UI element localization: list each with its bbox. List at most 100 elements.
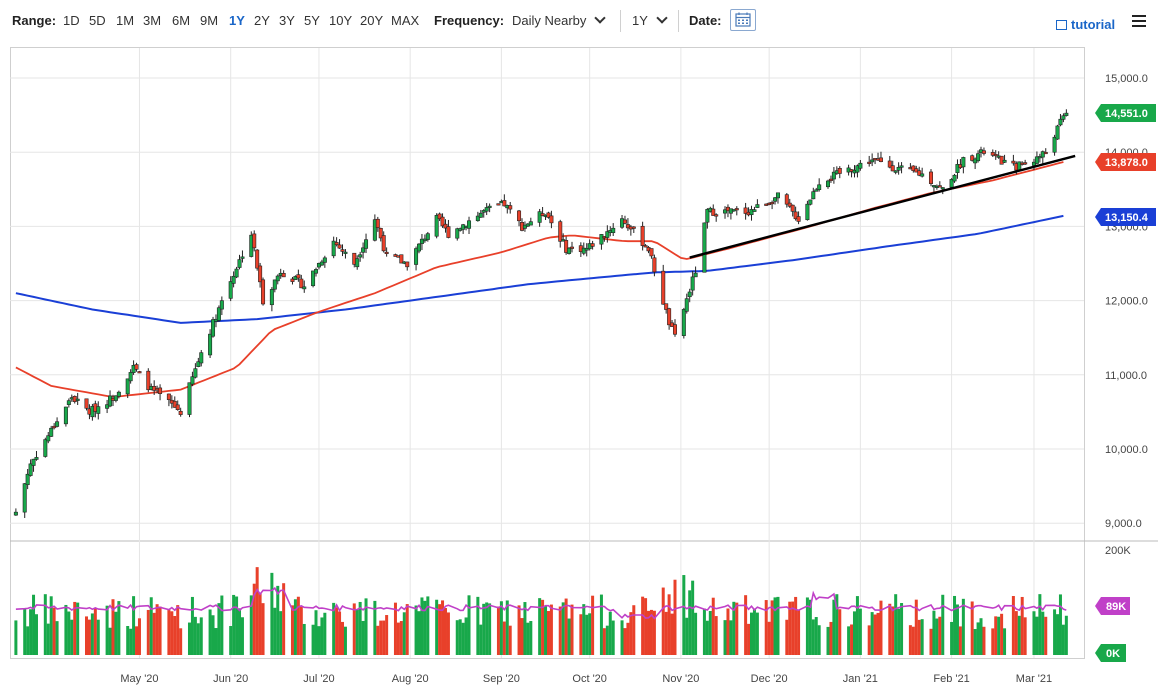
range-max[interactable]: MAX xyxy=(391,13,420,28)
volume-bar xyxy=(582,604,586,655)
range-1y[interactable]: 1Y xyxy=(229,13,245,28)
volume-bar xyxy=(199,617,203,655)
volume-bar xyxy=(520,618,524,655)
candle-body xyxy=(687,291,692,298)
candle-body xyxy=(290,278,295,282)
volume-bar xyxy=(747,623,751,655)
range-2y[interactable]: 2Y xyxy=(254,13,270,28)
range-20y[interactable]: 20Y xyxy=(360,13,384,28)
candle-body xyxy=(364,239,369,249)
candle-body xyxy=(522,224,527,229)
candle-body xyxy=(384,251,389,255)
volume-zero-badge: 0K xyxy=(1095,644,1126,662)
candle-body xyxy=(896,166,901,171)
tutorial-link[interactable]: tutorial xyxy=(1056,17,1115,32)
volume-bar xyxy=(379,620,383,655)
candle-body xyxy=(302,286,307,290)
candle-body xyxy=(684,298,689,312)
volume-bar xyxy=(249,595,253,655)
period-select[interactable]: 1Y xyxy=(632,12,668,28)
volume-bar xyxy=(167,609,171,655)
volume-bar xyxy=(382,620,386,655)
volume-bar xyxy=(814,617,818,655)
volume-bar xyxy=(240,617,244,655)
volume-bar xyxy=(496,606,500,655)
candle-body xyxy=(537,211,542,223)
candle-body xyxy=(113,395,118,401)
film-icon xyxy=(1056,20,1067,30)
volume-bar xyxy=(402,612,406,655)
date-axis-tick: Mar '21 xyxy=(1016,673,1052,685)
candle-body xyxy=(1023,162,1028,165)
candle-body xyxy=(419,238,424,244)
candle-body xyxy=(605,231,610,238)
candle-body xyxy=(775,192,780,199)
candle-body xyxy=(773,197,778,202)
range-1m[interactable]: 1M xyxy=(116,13,135,28)
range-10y[interactable]: 10Y xyxy=(329,13,353,28)
candle-body xyxy=(116,391,121,397)
candle-body xyxy=(955,164,960,173)
candle-body xyxy=(134,364,139,370)
volume-bar xyxy=(788,601,792,655)
volume-bar xyxy=(688,590,692,655)
range-1d[interactable]: 1D xyxy=(63,13,80,28)
range-3y[interactable]: 3Y xyxy=(279,13,295,28)
volume-bar xyxy=(196,623,200,655)
volume-bar xyxy=(711,597,715,655)
candle-body xyxy=(66,400,71,405)
volume-bar xyxy=(526,622,530,655)
volume-bar xyxy=(538,598,542,655)
volume-bar xyxy=(187,622,191,655)
volume-bar xyxy=(791,601,795,655)
range-6m[interactable]: 6M xyxy=(172,13,191,28)
candle-body xyxy=(831,171,836,180)
candle-body xyxy=(84,398,89,409)
candle-body xyxy=(858,162,863,169)
candle-body xyxy=(299,278,304,289)
volume-bar xyxy=(299,606,303,655)
period-value: 1Y xyxy=(632,13,648,28)
date-axis-tick: Jan '21 xyxy=(843,673,878,685)
volume-bar xyxy=(87,619,91,655)
volume-bar xyxy=(588,613,592,655)
volume-bar xyxy=(232,594,236,655)
volume-bar xyxy=(776,596,780,655)
candle-body xyxy=(467,220,472,229)
candle-body xyxy=(172,400,177,408)
candle-body xyxy=(681,309,686,336)
volume-bar xyxy=(852,611,856,655)
candle-body xyxy=(272,279,277,290)
candle-body xyxy=(734,208,739,211)
volume-bar xyxy=(970,601,974,655)
calendar-button[interactable] xyxy=(730,9,756,31)
volume-bar xyxy=(620,620,624,655)
hamburger-menu-icon[interactable] xyxy=(1132,15,1146,27)
candle-body xyxy=(178,410,183,415)
range-5d[interactable]: 5D xyxy=(89,13,106,28)
volume-bar xyxy=(355,609,359,655)
volume-bar xyxy=(399,621,403,655)
candle-body xyxy=(193,368,198,378)
volume-bar xyxy=(352,603,356,655)
range-3m[interactable]: 3M xyxy=(143,13,162,28)
volume-bar xyxy=(126,626,130,655)
volume-bar xyxy=(1064,615,1068,655)
range-5y[interactable]: 5Y xyxy=(304,13,320,28)
volume-bar xyxy=(544,606,548,655)
volume-bar xyxy=(270,572,274,655)
range-9m[interactable]: 9M xyxy=(200,13,219,28)
volume-bar xyxy=(832,599,836,655)
candle-body xyxy=(970,155,975,161)
candle-body xyxy=(667,308,672,326)
volume-bar xyxy=(982,626,986,655)
volume-bar xyxy=(723,620,727,655)
candle-body xyxy=(870,159,875,163)
volume-bar xyxy=(805,597,809,655)
volume-bar xyxy=(579,614,583,655)
volume-bar xyxy=(361,620,365,655)
volume-bar xyxy=(467,595,471,655)
volume-bar xyxy=(132,596,136,655)
frequency-select[interactable]: Daily Nearby xyxy=(512,12,607,28)
